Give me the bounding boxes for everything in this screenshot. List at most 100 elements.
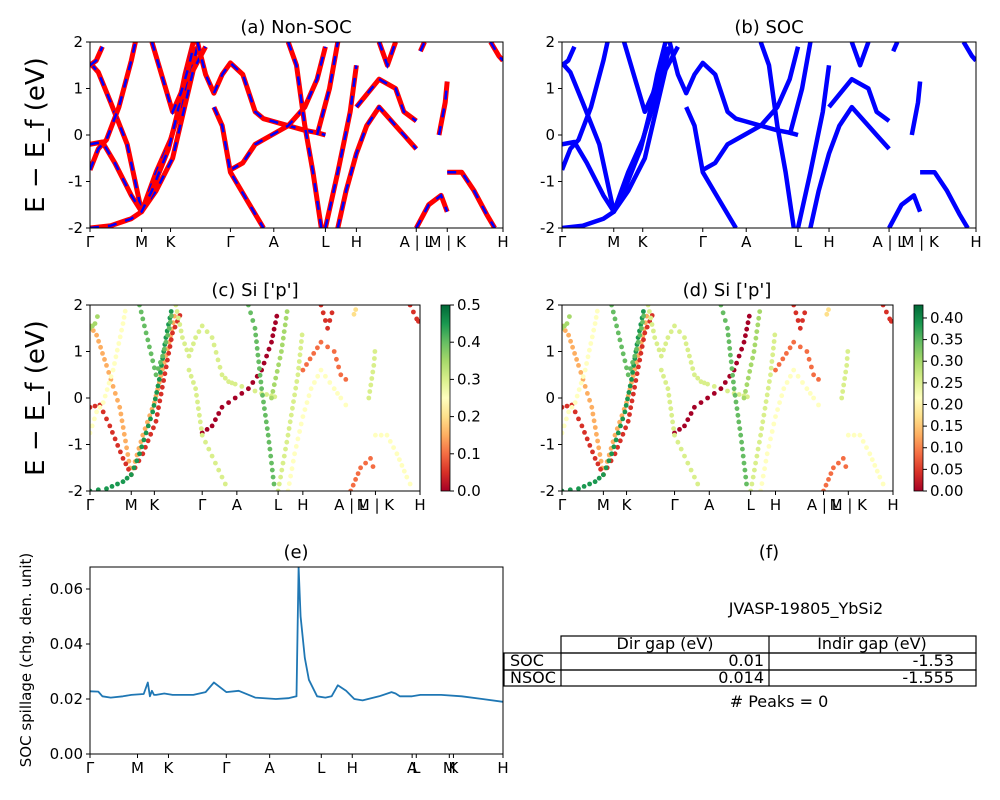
band-point bbox=[371, 363, 376, 368]
band-point bbox=[845, 349, 850, 354]
band-point bbox=[692, 475, 697, 480]
band-point bbox=[581, 374, 586, 379]
band-point bbox=[309, 386, 314, 391]
band-point bbox=[119, 412, 124, 417]
band-point bbox=[163, 371, 168, 376]
table-subtitle: JVASP-19805_YbSi2 bbox=[728, 599, 883, 619]
band-point bbox=[780, 357, 785, 362]
band-point bbox=[139, 444, 144, 449]
band-point bbox=[843, 370, 848, 375]
band-point bbox=[742, 396, 747, 401]
band-point bbox=[303, 407, 308, 412]
band-point bbox=[781, 386, 786, 391]
band-point bbox=[366, 396, 371, 401]
band-point bbox=[191, 380, 196, 385]
band-line bbox=[447, 172, 495, 228]
band-point bbox=[864, 445, 869, 450]
band-point bbox=[752, 468, 757, 473]
band-point bbox=[723, 318, 728, 323]
band-point bbox=[293, 386, 298, 391]
band-point bbox=[587, 398, 592, 403]
band-point bbox=[191, 341, 196, 346]
colorbar-tick-label: 0.25 bbox=[930, 374, 963, 392]
band-point bbox=[123, 309, 128, 314]
band-point bbox=[162, 347, 167, 352]
band-point bbox=[565, 404, 570, 409]
band-point bbox=[305, 400, 310, 405]
band-point bbox=[601, 472, 606, 477]
x-tick-label: Γ bbox=[226, 233, 235, 251]
band-point bbox=[757, 309, 762, 314]
band-point bbox=[307, 393, 312, 398]
band-point bbox=[565, 321, 570, 326]
x-tick-label: M bbox=[135, 233, 148, 251]
band-point bbox=[630, 399, 635, 404]
band-point bbox=[312, 380, 317, 385]
band-point bbox=[607, 458, 612, 463]
band-point bbox=[197, 329, 202, 334]
band-point bbox=[169, 309, 174, 314]
band-line bbox=[317, 42, 338, 135]
band-point bbox=[264, 420, 269, 425]
band-point bbox=[144, 331, 149, 336]
band-point bbox=[640, 344, 645, 349]
band-point bbox=[824, 483, 829, 488]
band-point bbox=[824, 312, 829, 317]
band-point bbox=[576, 363, 581, 368]
colorbar-tick-label: 0.35 bbox=[930, 331, 963, 349]
band-point bbox=[593, 479, 598, 484]
band-point bbox=[140, 317, 145, 322]
band-point bbox=[725, 326, 730, 331]
band-point bbox=[595, 439, 600, 444]
band-point bbox=[844, 363, 849, 368]
band-point bbox=[288, 419, 293, 424]
band-point bbox=[760, 481, 765, 486]
x-tick-label: L bbox=[317, 759, 326, 777]
y-tick-label: 1 bbox=[545, 343, 555, 361]
figure: (a) Non-SOC (b) SOC (c) Si ['p'] (d) Si … bbox=[0, 0, 1000, 800]
band-point bbox=[158, 360, 163, 365]
band-point bbox=[616, 331, 621, 336]
band-point bbox=[332, 386, 337, 391]
band-point bbox=[327, 318, 332, 323]
band-point bbox=[184, 348, 189, 353]
band-point bbox=[370, 370, 375, 375]
band-point bbox=[220, 405, 225, 410]
band-point bbox=[156, 384, 161, 389]
band-point bbox=[226, 400, 231, 405]
band-point bbox=[663, 341, 668, 346]
band-point bbox=[104, 486, 109, 491]
band-point bbox=[672, 433, 677, 438]
x-tick-label: L bbox=[746, 496, 755, 514]
band-point bbox=[282, 329, 287, 334]
band-point bbox=[567, 314, 572, 319]
band-point bbox=[761, 474, 766, 479]
band-point bbox=[124, 445, 129, 450]
band-point bbox=[562, 424, 567, 429]
band-point bbox=[273, 376, 278, 381]
band-point bbox=[777, 400, 782, 405]
band-point bbox=[584, 361, 589, 366]
x-tick-label: M bbox=[607, 233, 620, 251]
band-point bbox=[568, 339, 573, 344]
band-point bbox=[115, 482, 120, 487]
band-point bbox=[284, 316, 289, 321]
band-point bbox=[212, 343, 217, 348]
band-point bbox=[725, 389, 730, 394]
band-point bbox=[402, 469, 407, 474]
band-point bbox=[690, 366, 695, 371]
band-point bbox=[743, 468, 748, 473]
band-point bbox=[632, 354, 637, 359]
band-point bbox=[338, 372, 343, 377]
band-point bbox=[95, 314, 100, 319]
band-point bbox=[275, 369, 280, 374]
x-tick-label: H bbox=[414, 496, 425, 514]
band-point bbox=[587, 348, 592, 353]
band-point bbox=[791, 340, 796, 345]
x-tick-label: L bbox=[321, 233, 330, 251]
band-point bbox=[577, 387, 582, 392]
band-point bbox=[573, 410, 578, 415]
band-point bbox=[648, 316, 653, 321]
band-point bbox=[281, 336, 286, 341]
band-point bbox=[358, 465, 363, 470]
